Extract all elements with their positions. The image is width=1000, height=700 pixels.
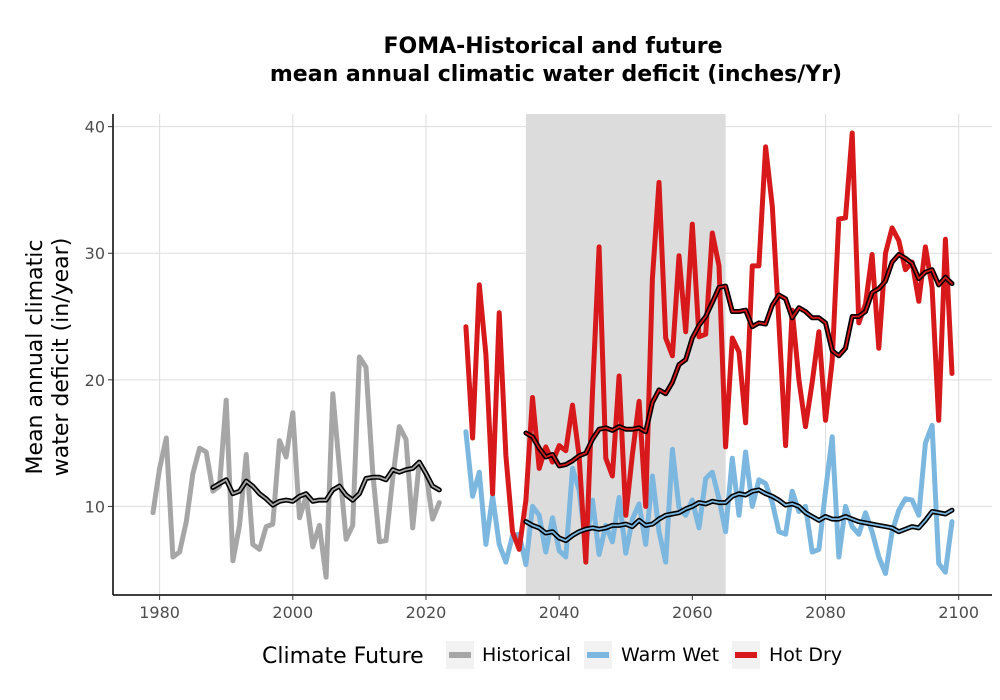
y-tick-label-10: 10 xyxy=(85,497,105,516)
y-tick-label-30: 30 xyxy=(85,244,105,263)
legend-label-warm-wet: Warm Wet xyxy=(621,644,719,666)
x-tick-label-2100: 2100 xyxy=(938,603,979,622)
series-line-historical-running-mean xyxy=(211,461,441,507)
legend-label-hot-dry: Hot Dry xyxy=(769,644,842,666)
series-line-hot-dry-running-mean xyxy=(525,253,953,467)
legend: Climate Future Historical Warm Wet Hot D… xyxy=(262,641,842,669)
x-tick-label-2000: 2000 xyxy=(272,603,313,622)
axes: 1980 2000 2020 2040 2060 2080 2100 10 20 30 40 xyxy=(85,114,992,622)
x-tick-label-2040: 2040 xyxy=(539,603,580,622)
y-axis-title-line1: Mean annual climatic xyxy=(23,240,48,475)
series-line-warm-wet-running-mean xyxy=(525,488,953,542)
x-tick-label-2080: 2080 xyxy=(805,603,846,622)
x-tick-label-2020: 2020 xyxy=(406,603,447,622)
y-tick-label-20: 20 xyxy=(85,371,105,390)
x-tick-label-1980: 1980 xyxy=(139,603,180,622)
series-line-historical xyxy=(150,354,442,580)
chart-subtitle: mean annual climatic water deficit (inch… xyxy=(270,62,842,87)
series-line-warm-wet xyxy=(463,422,955,576)
x-tick-label-2060: 2060 xyxy=(672,603,713,622)
series-line-hot-dry xyxy=(463,130,955,565)
legend-title: Climate Future xyxy=(262,644,424,669)
y-axis-title-line2: water deficit (in/year) xyxy=(49,238,74,477)
series-layer xyxy=(150,130,955,580)
y-tick-label-40: 40 xyxy=(85,118,105,137)
legend-label-historical: Historical xyxy=(482,644,571,666)
chart-title: FOMA-Historical and future xyxy=(383,34,722,59)
